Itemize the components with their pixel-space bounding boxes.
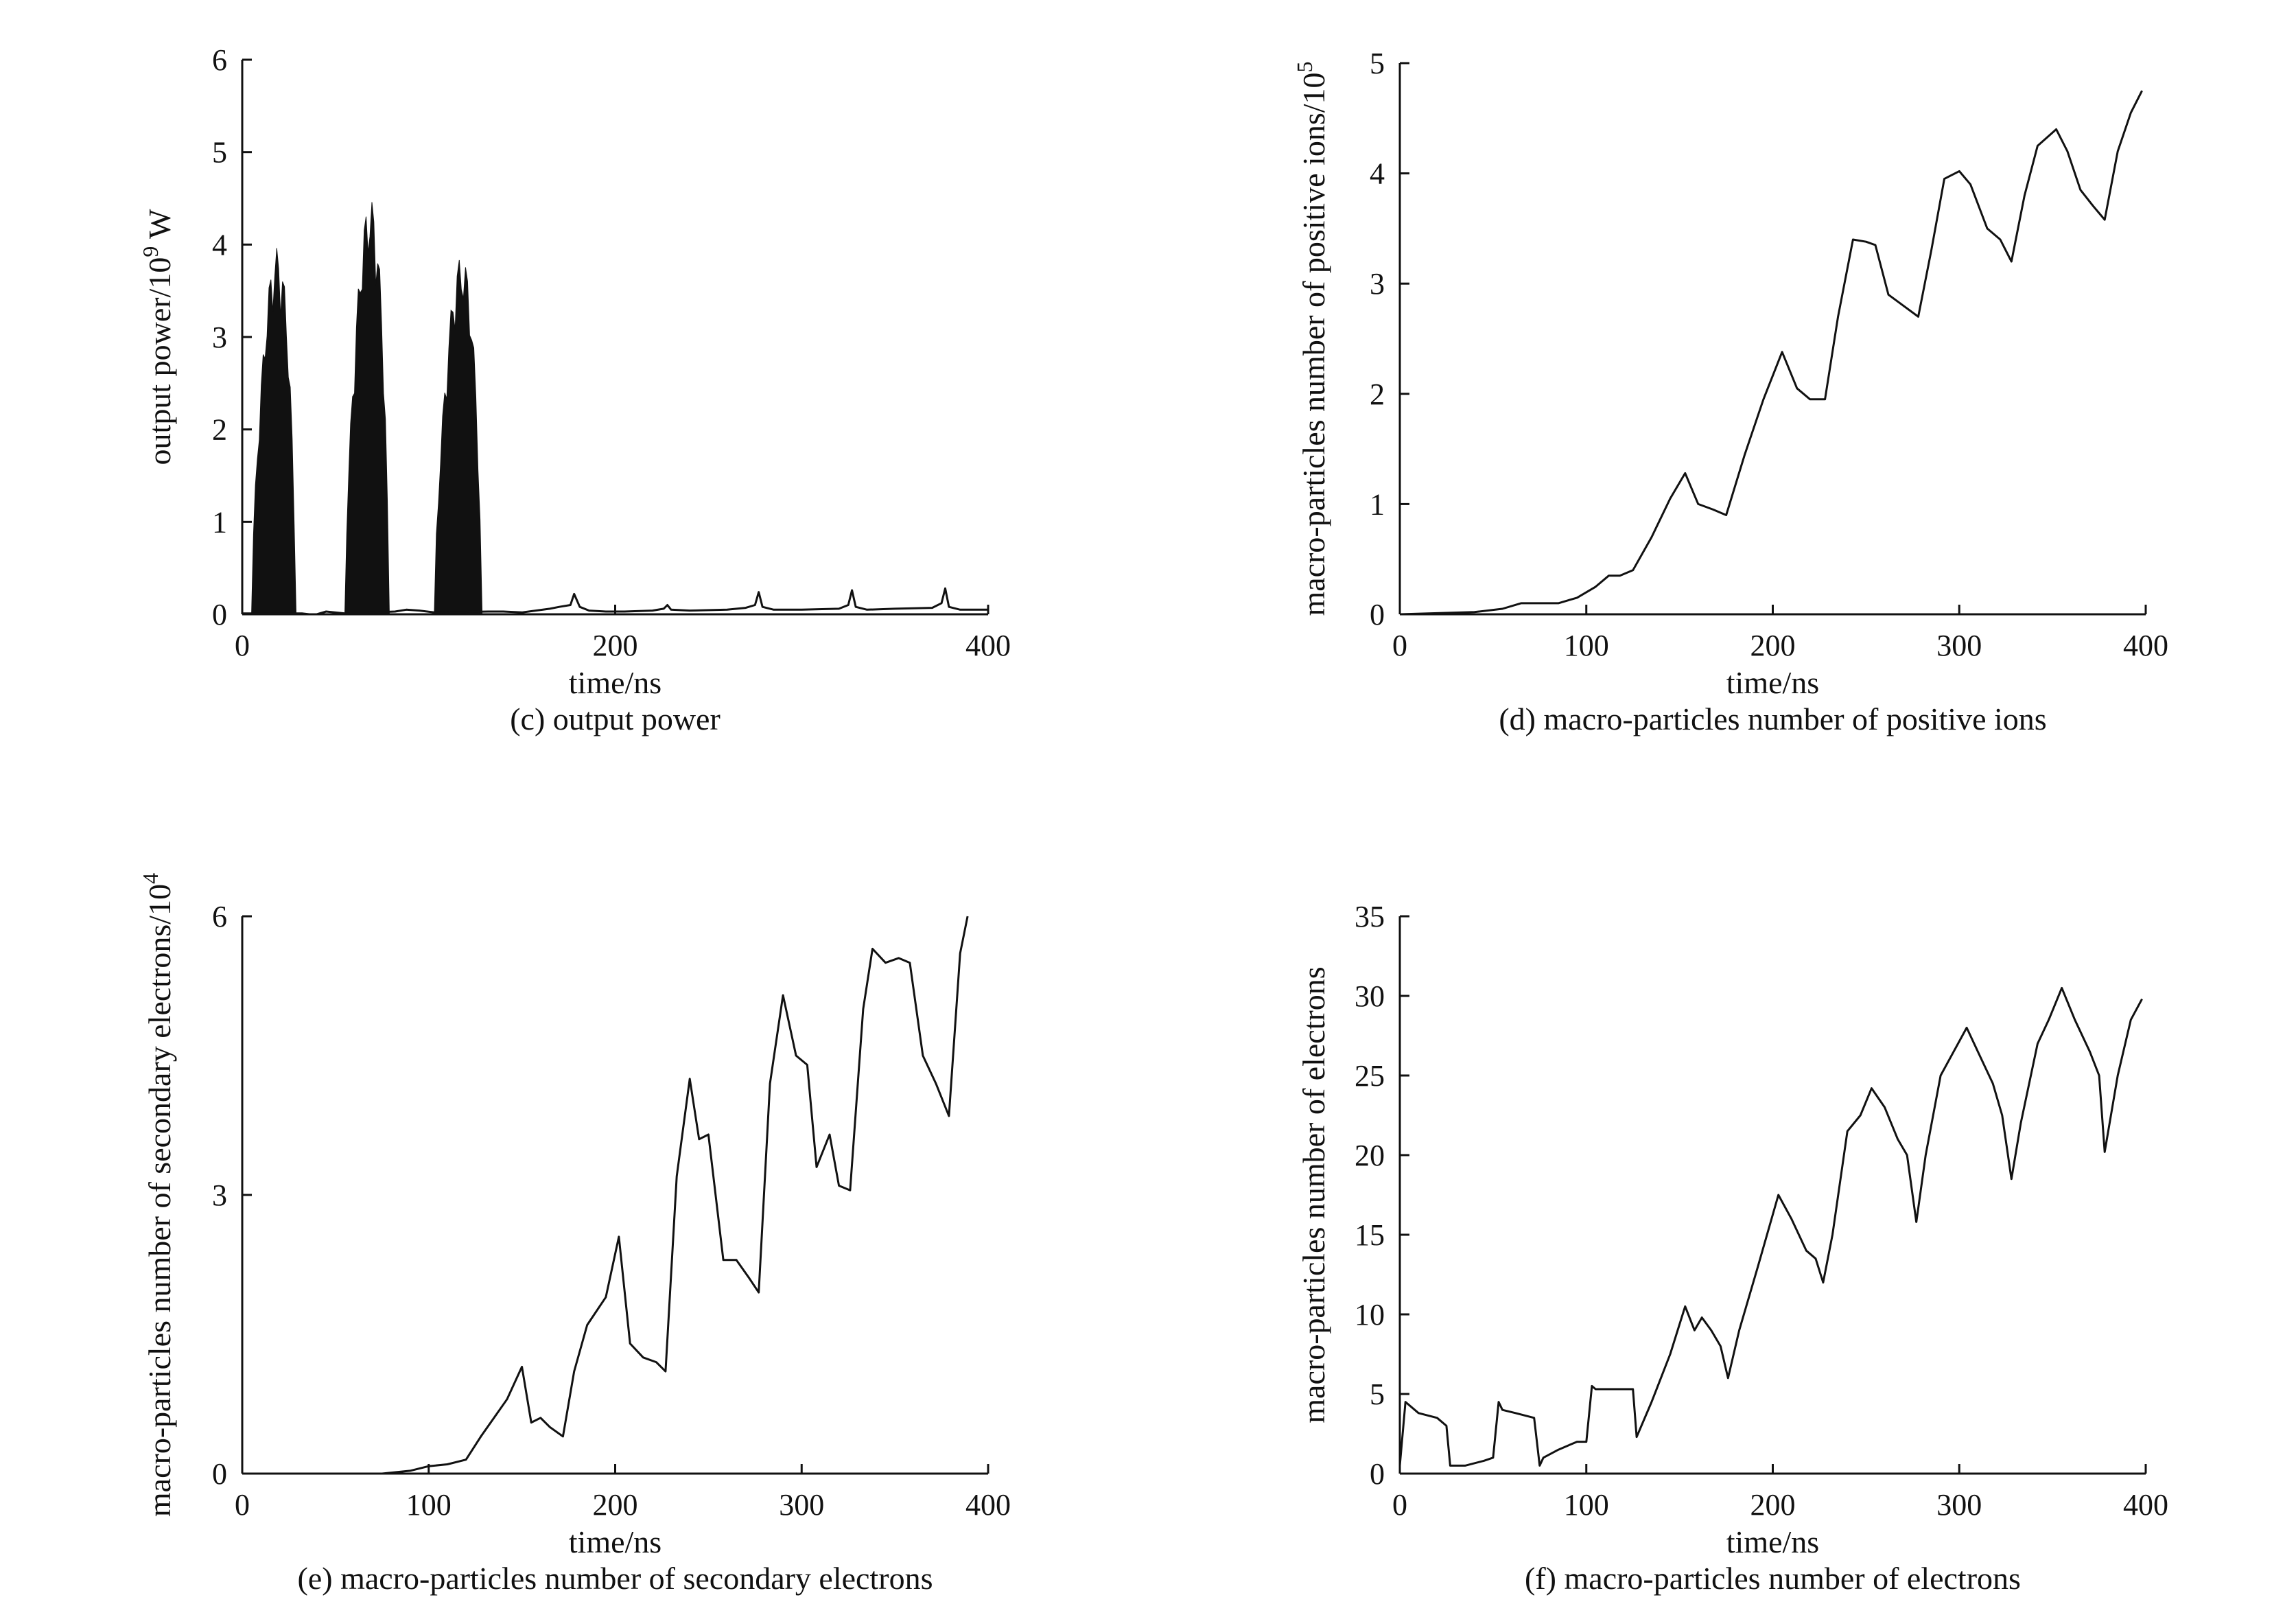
panel-f-y-tick-label: 20 — [1355, 1139, 1385, 1172]
panel-c-x-tick-label: 0 — [235, 629, 250, 662]
panel-c-y-axis-label-exponent: 9 — [138, 246, 163, 257]
panel-c-caption: (c) output power — [510, 701, 721, 736]
panel-e-secondary-electrons: 0 100 200 300 400 0 3 6 time/ns macro-particles n… — [138, 873, 1011, 1596]
panel-f-y-tick-label: 10 — [1355, 1298, 1385, 1332]
panel-f-x-tick-label: 300 — [1936, 1488, 1982, 1522]
panel-e-x-tick-label: 0 — [235, 1488, 250, 1522]
panel-c-y-tick-label: 3 — [212, 321, 227, 354]
panel-c-power-burst — [251, 248, 302, 615]
panel-d-x-axis-label: time/ns — [1726, 665, 1819, 700]
panel-c-y-tick-label: 5 — [212, 136, 227, 170]
panel-f-x-tick-label: 200 — [1750, 1488, 1796, 1522]
panel-f-y-tick-label: 25 — [1355, 1059, 1385, 1093]
panel-d-series-line — [1399, 90, 2143, 616]
panel-c-y-tick-label: 0 — [212, 598, 227, 631]
panel-e-caption: (e) macro-particles number of secondary … — [298, 1561, 933, 1596]
panel-d-y-axis-label-text: macro-particles number of positive ions/… — [1296, 72, 1331, 616]
panel-d-y-tick-label: 4 — [1370, 157, 1385, 191]
panel-f-series-line — [1398, 986, 2143, 1467]
panel-c-power-burst — [344, 202, 395, 615]
panel-f-x-tick-label: 0 — [1392, 1488, 1407, 1522]
panel-e-y-axis-label-text: macro-particles number of secondary elec… — [142, 884, 177, 1517]
panel-c-y-tick-label: 2 — [212, 413, 227, 447]
panel-d-x-tick-label: 100 — [1564, 629, 1609, 662]
panel-e-series-line — [344, 916, 969, 1475]
panel-d-y-tick-label: 0 — [1370, 598, 1385, 631]
panel-f-y-tick-label: 5 — [1370, 1378, 1385, 1411]
panel-c-y-tick-label: 4 — [212, 228, 227, 261]
panel-c-series-line — [242, 587, 988, 616]
panel-d-caption: (d) macro-particles number of positive i… — [1499, 701, 2046, 736]
panel-d-y-tick-label: 5 — [1370, 47, 1385, 80]
panel-d-y-tick-label: 1 — [1370, 487, 1385, 521]
panel-c-y-axis-label: output power/109 W — [138, 209, 177, 465]
panel-d-positive-ions: 0 100 200 300 400 0 1 2 3 4 5 time/ns macro-particle… — [1292, 47, 2168, 736]
panel-f-y-axis-label: macro-particles number of electrons — [1296, 966, 1331, 1423]
panel-f-y-tick-label: 30 — [1355, 979, 1385, 1013]
panel-d-x-tick-label: 300 — [1936, 629, 1982, 662]
panel-c-x-tick-label: 200 — [593, 629, 638, 662]
panel-d-y-axis-label: macro-particles number of positive ions/… — [1292, 61, 1331, 616]
panel-f-y-tick-label: 0 — [1370, 1457, 1385, 1491]
panel-f-x-axis-label: time/ns — [1726, 1524, 1819, 1559]
panel-c-x-axis-label: time/ns — [569, 665, 661, 700]
panel-d-y-tick-label: 2 — [1370, 377, 1385, 411]
panel-c-x-tick-label: 400 — [965, 629, 1011, 662]
panel-f-x-tick-label: 400 — [2123, 1488, 2168, 1522]
panel-f-y-tick-label: 35 — [1355, 900, 1385, 933]
panel-c-y-axis-label-text: output power/10 — [142, 257, 177, 465]
panel-e-y-tick-label: 0 — [212, 1457, 227, 1491]
panel-e-x-tick-label: 100 — [406, 1488, 452, 1522]
panel-d-y-axis-label-exponent: 5 — [1292, 61, 1317, 72]
panel-c-y-axis-label-unit: W — [142, 209, 177, 246]
panel-e-x-tick-label: 400 — [965, 1488, 1011, 1522]
panel-f-electrons: 0 100 200 300 400 0 5 10 15 20 25 30 35 time/ns macro-… — [1296, 900, 2168, 1596]
panel-e-y-axis-label-exponent: 4 — [138, 873, 163, 884]
panel-c-output-power: 0 200 400 0 1 2 3 4 5 6 time/ns output power/109 W (… — [138, 43, 1011, 736]
panel-f-y-axis-label-text: macro-particles number of electrons — [1296, 966, 1331, 1423]
panel-e-y-tick-label: 3 — [212, 1178, 227, 1212]
panel-d-x-tick-label: 400 — [2123, 629, 2168, 662]
panel-e-y-tick-label: 6 — [212, 900, 227, 933]
panel-f-x-tick-label: 100 — [1564, 1488, 1609, 1522]
panel-d-x-tick-label: 0 — [1392, 629, 1407, 662]
panel-e-x-axis-label: time/ns — [569, 1524, 661, 1559]
panel-c-y-tick-label: 1 — [212, 505, 227, 539]
panel-c-power-burst — [434, 259, 489, 615]
panel-f-y-tick-label: 15 — [1355, 1218, 1385, 1252]
panel-c-y-tick-label: 6 — [212, 43, 227, 77]
panel-d-x-tick-label: 200 — [1750, 629, 1796, 662]
panel-e-y-axis-label: macro-particles number of secondary elec… — [138, 873, 177, 1517]
panel-e-x-tick-label: 200 — [593, 1488, 638, 1522]
panel-e-x-tick-label: 300 — [779, 1488, 824, 1522]
panel-d-y-tick-label: 3 — [1370, 267, 1385, 301]
panel-f-caption: (f) macro-particles number of electrons — [1525, 1561, 2021, 1596]
